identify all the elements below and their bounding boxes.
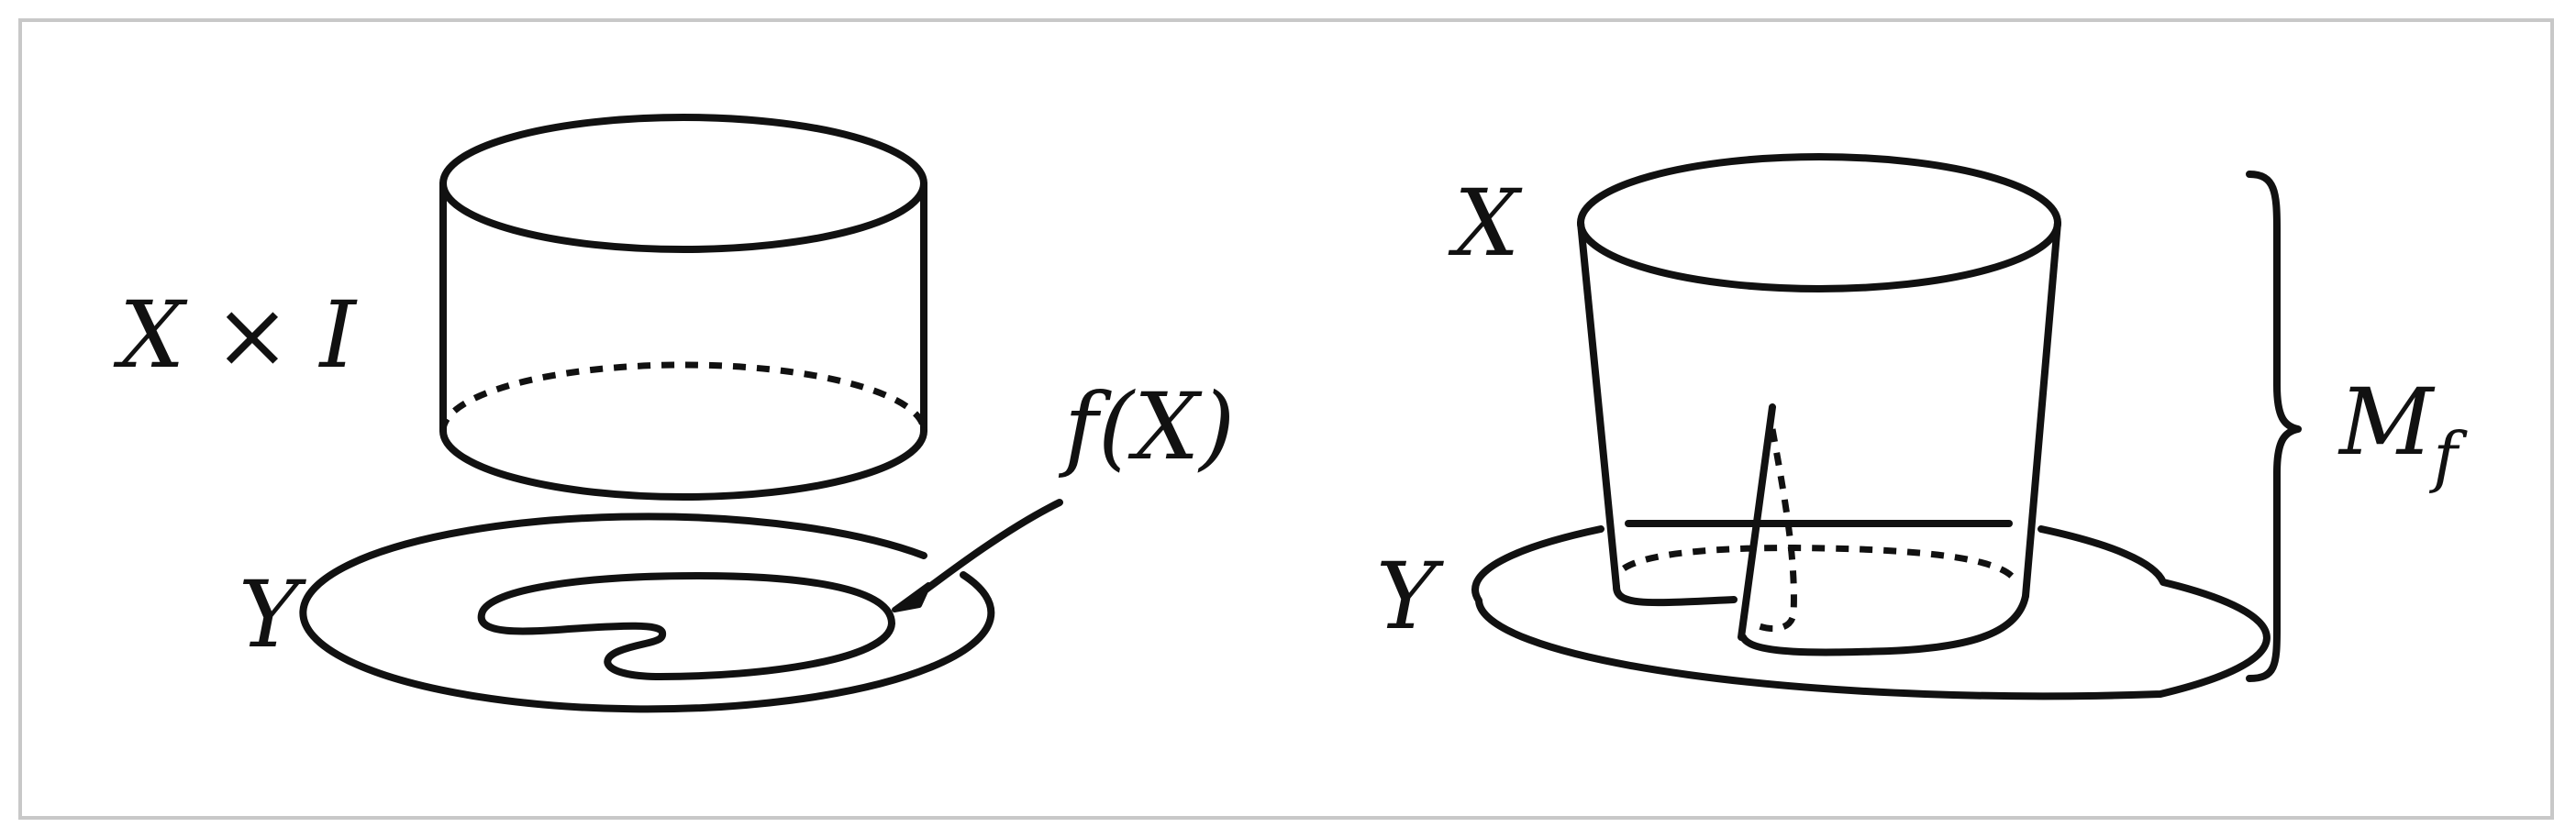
fold-edge-front xyxy=(1738,403,1776,641)
tube-left-side xyxy=(1577,219,1620,590)
label-f-of-x: f(X) xyxy=(1058,373,1235,480)
tube-bottom-hidden-arc xyxy=(1622,545,2017,582)
cylinder-x-times-i xyxy=(439,114,927,501)
brace-m-f xyxy=(2246,171,2302,682)
tube-bottom-front-right xyxy=(1739,592,2029,656)
mapping-cylinder-tube xyxy=(1577,153,2061,656)
arrow-head xyxy=(892,582,931,612)
base-ellipse-left xyxy=(299,513,995,713)
base-space-y-left xyxy=(299,513,995,713)
cylinder-bottom-hidden-arc xyxy=(439,361,927,432)
arrow-shaft xyxy=(914,499,1063,600)
label-m: M xyxy=(2337,369,2436,476)
tube-bottom-front-left xyxy=(1613,583,1738,607)
tube-right-side xyxy=(2022,219,2061,600)
arrow-to-image xyxy=(892,499,1063,612)
label-x-times-i: X × I xyxy=(113,281,359,389)
label-m-f: Mf xyxy=(2337,369,2468,495)
brace xyxy=(2246,171,2302,682)
label-y-right: Y xyxy=(1376,543,1444,650)
cylinder-top-ellipse xyxy=(439,114,927,253)
base-space-y-right xyxy=(1471,520,2271,700)
cylinder-bottom-visible-arc xyxy=(439,427,927,501)
base-ellipse-right xyxy=(1471,525,2271,700)
label-x-top-right: X xyxy=(1448,170,1523,277)
label-y-left: Y xyxy=(239,561,306,668)
figure-frame xyxy=(18,18,2554,820)
tube-top-ellipse xyxy=(1577,153,2061,292)
label-subscript-f: f xyxy=(2428,418,2468,495)
image-curve-f-of-x xyxy=(477,572,895,680)
